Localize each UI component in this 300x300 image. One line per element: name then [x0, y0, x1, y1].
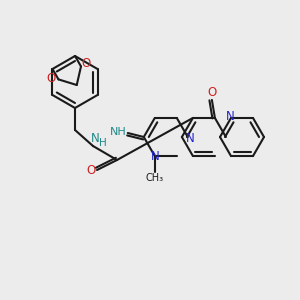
Text: O: O	[86, 164, 96, 178]
Text: O: O	[47, 72, 56, 85]
Text: CH₃: CH₃	[146, 173, 164, 183]
Text: N: N	[91, 131, 99, 145]
Text: O: O	[207, 86, 217, 99]
Text: O: O	[81, 57, 91, 70]
Text: NH: NH	[110, 127, 126, 137]
Text: N: N	[150, 150, 159, 163]
Text: N: N	[226, 110, 234, 123]
Text: N: N	[185, 133, 194, 146]
Text: H: H	[99, 138, 107, 148]
